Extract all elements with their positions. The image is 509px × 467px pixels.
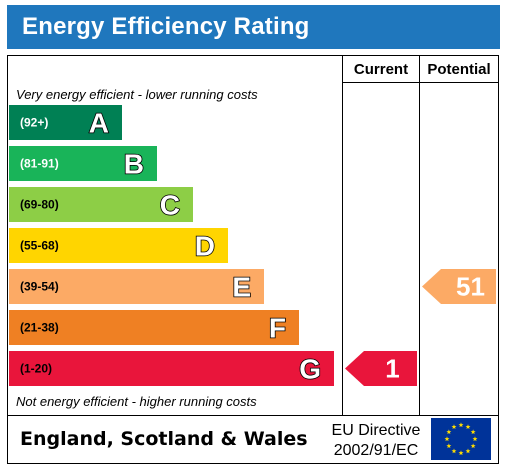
band-letter-label: G	[299, 354, 321, 385]
eu-directive-line1: EU Directive	[332, 422, 421, 439]
potential-rating-arrow	[422, 269, 496, 304]
eu-star-icon	[458, 422, 464, 428]
current-rating-marker: 1	[345, 351, 417, 386]
current-rating-value: 1	[385, 354, 399, 384]
band-a: (92+) A	[9, 105, 122, 140]
eu-star-icon	[470, 443, 476, 449]
band-range-label: (21-38)	[20, 321, 59, 335]
current-column-header: Current	[354, 61, 408, 78]
header-banner: Energy Efficiency Rating	[7, 5, 500, 49]
band-range-label: (92+)	[20, 116, 48, 130]
band-g: (1-20) G	[9, 351, 334, 386]
band-f: (21-38) F	[9, 310, 299, 345]
eu-star-icon	[470, 429, 476, 435]
current-rating-arrow	[345, 351, 417, 386]
band-letter-label: D	[195, 231, 215, 262]
eu-star-icon	[465, 424, 471, 429]
eu-star-icon	[472, 436, 478, 442]
band-bar-d	[9, 228, 228, 263]
band-range-label: (1-20)	[20, 362, 52, 376]
eu-flag-icon	[431, 418, 491, 460]
page-title: Energy Efficiency Rating	[22, 13, 310, 40]
band-range-label: (39-54)	[20, 280, 59, 294]
eu-star-icon	[444, 436, 450, 442]
band-range-label: (81-91)	[20, 157, 59, 171]
band-d: (55-68) D	[9, 228, 228, 263]
band-range-label: (69-80)	[20, 198, 59, 212]
band-letter-label: B	[124, 149, 144, 180]
eu-star-icon	[446, 429, 452, 435]
band-e: (39-54) E	[9, 269, 264, 304]
eu-star-icon	[451, 424, 457, 429]
potential-rating-value: 51	[456, 272, 485, 302]
band-range-label: (55-68)	[20, 239, 59, 253]
band-b: (81-91) B	[9, 146, 157, 181]
potential-column-header: Potential	[427, 61, 490, 78]
band-c: (69-80) C	[9, 187, 193, 222]
eu-directive-line2: 2002/91/EC	[334, 442, 419, 459]
band-bar-c	[9, 187, 193, 222]
band-letter-label: F	[269, 313, 286, 344]
note-efficient: Very energy efficient - lower running co…	[16, 87, 258, 102]
eu-star-icon	[465, 448, 471, 454]
footer-frame	[7, 415, 499, 464]
rating-bands: (92+) A (81-91) B (69-80) C (55-68) D (39-54) E (2…	[9, 105, 334, 386]
eu-star-icon	[446, 443, 452, 449]
band-bar-g	[9, 351, 334, 386]
band-letter-label: A	[89, 108, 109, 139]
band-bar-a	[9, 105, 122, 140]
potential-rating-marker: 51	[422, 269, 496, 304]
band-letter-label: E	[232, 272, 251, 303]
band-bar-b	[9, 146, 157, 181]
band-bar-e	[9, 269, 264, 304]
band-bar-f	[9, 310, 299, 345]
eu-star-icon	[458, 450, 464, 456]
note-inefficient: Not energy efficient - higher running co…	[16, 394, 257, 409]
footer-country: England, Scotland & Wales	[20, 428, 308, 450]
eu-star-icon	[451, 448, 457, 454]
band-letter-label: C	[160, 190, 180, 221]
rating-markers: 1 51	[345, 269, 496, 386]
